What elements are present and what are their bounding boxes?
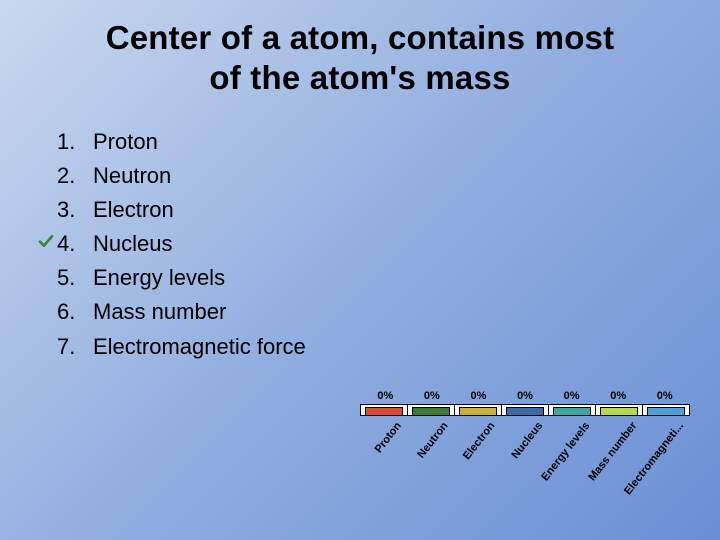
list-item: 4.Nucleus [35,227,306,261]
chart-pct-label: 0% [595,390,642,402]
chart-x-label: Electron [461,420,498,462]
chart-x-label: Energy levels [539,420,592,483]
response-chart: 0%0%0%0%0%0%0% ProtonNeutronElectronNucl… [360,390,690,500]
list-item-label: Electromagnetic force [93,330,306,364]
chart-bar-slot [361,405,407,415]
check-icon [35,330,57,336]
chart-bar-slot [548,405,595,415]
chart-pct-label: 0% [409,390,456,402]
chart-pct-label: 0% [502,390,549,402]
list-item: 2.Neutron [35,159,306,193]
list-item: 1.Proton [35,125,306,159]
check-icon [35,295,57,301]
chart-pct-label: 0% [548,390,595,402]
check-icon [35,159,57,165]
chart-bar [553,407,591,415]
chart-bar-slot [454,405,501,415]
list-item: 5.Energy levels [35,261,306,295]
chart-x-label: Neutron [415,420,450,461]
list-item-number: 4. [57,227,93,261]
chart-bar [365,407,403,415]
list-item: 6.Mass number [35,295,306,329]
check-icon [35,193,57,199]
slide-title: Center of a atom, contains most of the a… [0,0,720,97]
title-line-1: Center of a atom, contains most [106,19,615,56]
chart-x-label: Nucleus [509,420,545,461]
title-line-2: of the atom's mass [209,59,510,96]
list-item-number: 3. [57,193,93,227]
chart-pct-label: 0% [641,390,688,402]
chart-bar-tray [360,404,690,416]
chart-bar [600,407,638,415]
list-item-number: 2. [57,159,93,193]
list-item-label: Energy levels [93,261,225,295]
list-item-number: 7. [57,330,93,364]
chart-bar-slot [407,405,454,415]
answer-list: 1.Proton2.Neutron3.Electron4.Nucleus5.En… [35,125,306,364]
list-item-label: Mass number [93,295,226,329]
chart-pct-label: 0% [455,390,502,402]
chart-x-label: Mass number [586,420,639,483]
list-item-number: 1. [57,125,93,159]
list-item-label: Nucleus [93,227,172,261]
list-item-number: 5. [57,261,93,295]
list-item-label: Neutron [93,159,171,193]
chart-bar [506,407,544,415]
check-icon [35,261,57,267]
chart-bar [459,407,497,415]
chart-bar [647,407,685,415]
chart-bar-slot [501,405,548,415]
chart-bar-slot [642,405,689,415]
list-item: 3.Electron [35,193,306,227]
list-item-label: Proton [93,125,158,159]
chart-pct-row: 0%0%0%0%0%0%0% [360,390,690,402]
list-item-label: Electron [93,193,174,227]
chart-labels-row: Proton Neutron Electron NucleusEnergy level… [360,420,690,500]
list-item-number: 6. [57,295,93,329]
list-item: 7.Electromagnetic force [35,330,306,364]
check-icon [35,125,57,131]
chart-x-label: Proton [372,420,403,455]
chart-bar-slot [595,405,642,415]
chart-bar [412,407,450,415]
check-icon [35,227,57,249]
chart-pct-label: 0% [362,390,409,402]
